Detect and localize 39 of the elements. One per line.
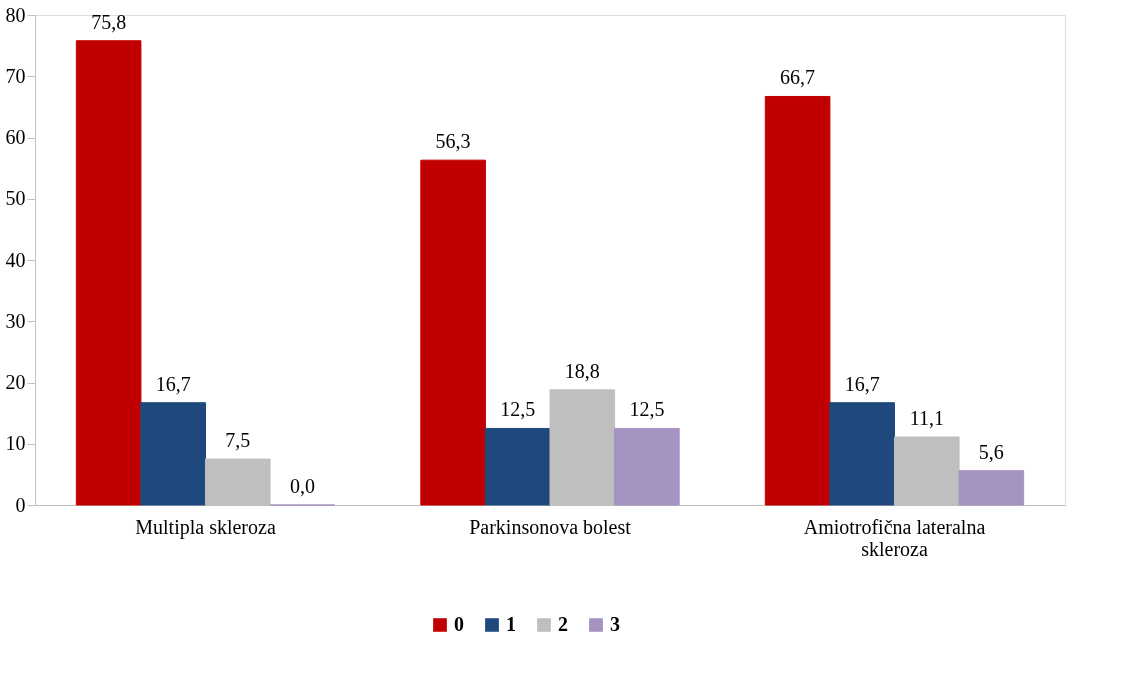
data-label: 12,5 bbox=[629, 398, 665, 421]
data-label: 75,8 bbox=[91, 10, 127, 33]
data-label: 16,7 bbox=[155, 372, 191, 395]
bar bbox=[140, 402, 207, 506]
bar bbox=[614, 427, 680, 506]
bar bbox=[829, 402, 895, 506]
y-tick-label: 0 bbox=[15, 493, 26, 516]
x-tick-label: Multipla skleroza bbox=[135, 515, 276, 539]
bar bbox=[205, 458, 271, 506]
data-label: 56,3 bbox=[435, 130, 471, 153]
data-label: 12,5 bbox=[500, 398, 536, 421]
bar bbox=[549, 389, 616, 506]
data-label: 11,1 bbox=[909, 407, 944, 430]
data-label: 66,7 bbox=[780, 66, 816, 89]
y-tick-label: 30 bbox=[5, 309, 26, 332]
y-tick-label: 20 bbox=[5, 371, 26, 393]
bar bbox=[958, 470, 1025, 506]
x-tick-label: Parkinsonova bolest bbox=[469, 515, 632, 538]
x-tick-label: Amiotrofična lateralna skleroza bbox=[803, 515, 986, 560]
y-tick-label: 10 bbox=[5, 432, 26, 455]
bar bbox=[484, 427, 551, 506]
data-label: 7,5 bbox=[225, 429, 251, 452]
data-label: 0,0 bbox=[289, 475, 315, 497]
legend-label: 3 bbox=[610, 613, 620, 635]
bar bbox=[420, 159, 486, 506]
legend-label: 0 bbox=[454, 613, 464, 635]
data-label: 16,7 bbox=[844, 372, 880, 395]
y-tick-label: 50 bbox=[5, 187, 26, 210]
bar bbox=[764, 95, 831, 506]
legend-label: 2 bbox=[558, 613, 568, 635]
y-tick-label: 80 bbox=[5, 3, 26, 26]
data-label: 5,6 bbox=[978, 440, 1004, 463]
y-tick-label: 70 bbox=[5, 64, 26, 87]
bar bbox=[893, 436, 960, 506]
legend-label: 1 bbox=[506, 613, 516, 635]
y-tick-label: 40 bbox=[5, 248, 26, 271]
y-tick-label: 60 bbox=[5, 126, 26, 148]
data-label: 18,8 bbox=[564, 359, 600, 382]
bar bbox=[75, 40, 142, 506]
